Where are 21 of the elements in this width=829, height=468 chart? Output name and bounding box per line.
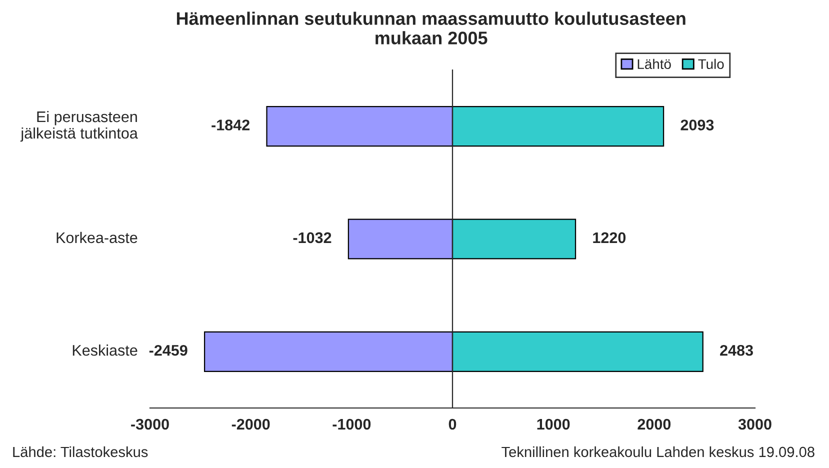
data-label: -1842 [212, 120, 250, 130]
x-tick-label: 1000 [537, 418, 570, 430]
chart-title: Hämeenlinnan seutukunnan maassamuutto koulutusasteen mukaan 2005 [176, 12, 686, 44]
x-tick-label: 0 [448, 418, 456, 430]
data-label: -2459 [149, 344, 188, 356]
y-tick-label: Keskiaste [72, 344, 138, 356]
legend-label: Tulo [698, 58, 724, 70]
x-tick-label: -3000 [131, 418, 169, 430]
x-tick-label: -1000 [332, 418, 371, 430]
x-tick-label: 3000 [738, 418, 772, 430]
data-label: 1220 [593, 232, 626, 244]
data-label: 2483 [720, 344, 753, 356]
data-label: -1032 [293, 232, 332, 244]
y-tick-label: Korkea-aste [56, 232, 138, 244]
text: Teknillinen korkeakoulu Lahden keskus 19.09.08 [502, 446, 814, 458]
legend-label: Lähtö [638, 58, 671, 70]
data-label: 2093 [680, 120, 714, 130]
x-tick-label: -2000 [232, 418, 270, 430]
text: Lähde: Tilastokeskus [13, 446, 148, 458]
x-tick-label: 2000 [638, 418, 671, 430]
y-tick-label: Ei perusasteen jälkeistä tutkintoa [20, 110, 138, 142]
